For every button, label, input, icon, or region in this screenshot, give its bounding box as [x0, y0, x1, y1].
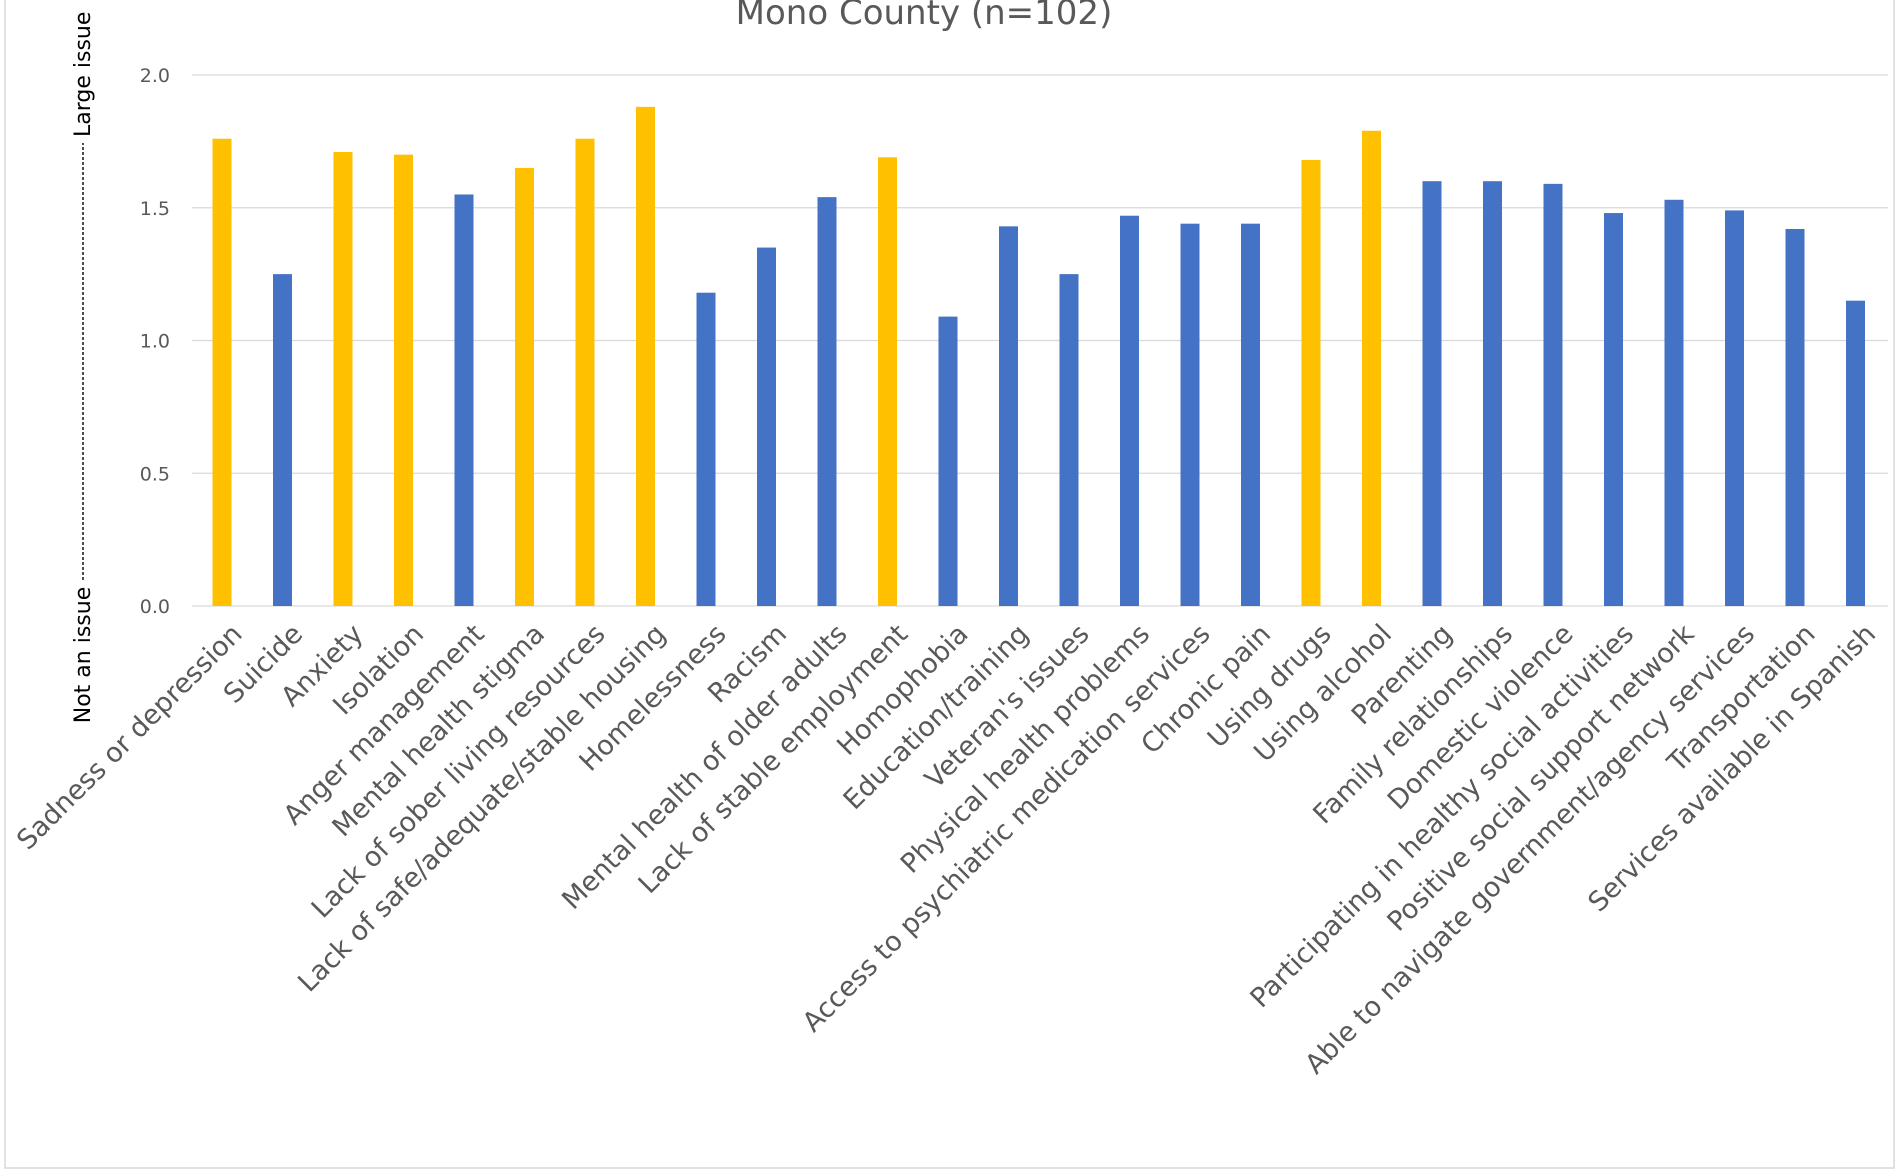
y-tick-label: 1.5: [140, 198, 170, 220]
bar: [394, 154, 413, 606]
bar: [333, 151, 353, 606]
bar: [938, 316, 958, 606]
y-axis-label-high: Large issue: [71, 12, 96, 137]
bar: [1120, 215, 1139, 606]
bar: [878, 157, 897, 606]
bar: [1059, 274, 1079, 606]
bar: [575, 138, 595, 606]
y-tick-label: 0.5: [140, 463, 170, 485]
bar: [1604, 213, 1623, 606]
bar: [999, 226, 1018, 606]
bars: [212, 106, 1865, 607]
bar: [1543, 183, 1563, 607]
bar: [1785, 228, 1805, 607]
bar: [636, 106, 655, 607]
bar: [696, 292, 716, 606]
y-axis-label-low: Not an issue: [71, 587, 96, 723]
bar: [1301, 159, 1321, 606]
bar: [817, 197, 837, 606]
bar: [1664, 199, 1684, 606]
bar: [212, 138, 232, 606]
bar: [515, 167, 534, 607]
bar: [454, 194, 474, 606]
bar: [273, 274, 292, 606]
bar: [1483, 181, 1502, 606]
y-tick-label: 0.0: [140, 596, 170, 618]
bar: [757, 247, 776, 606]
y-axis-label: Not an issue Large issue: [71, 12, 96, 724]
bar: [1422, 181, 1442, 606]
bar: [1180, 223, 1200, 606]
bar: [1725, 210, 1744, 606]
y-tick-labels: 0.0 0.5 1.0 1.5 2.0: [140, 65, 170, 618]
bar: [1362, 130, 1381, 606]
bar: [1241, 223, 1260, 606]
y-tick-label: 1.0: [140, 331, 170, 353]
y-tick-label: 2.0: [140, 65, 170, 87]
bar: [1846, 300, 1865, 606]
chart-title: Mono County (n=102): [736, 0, 1113, 33]
